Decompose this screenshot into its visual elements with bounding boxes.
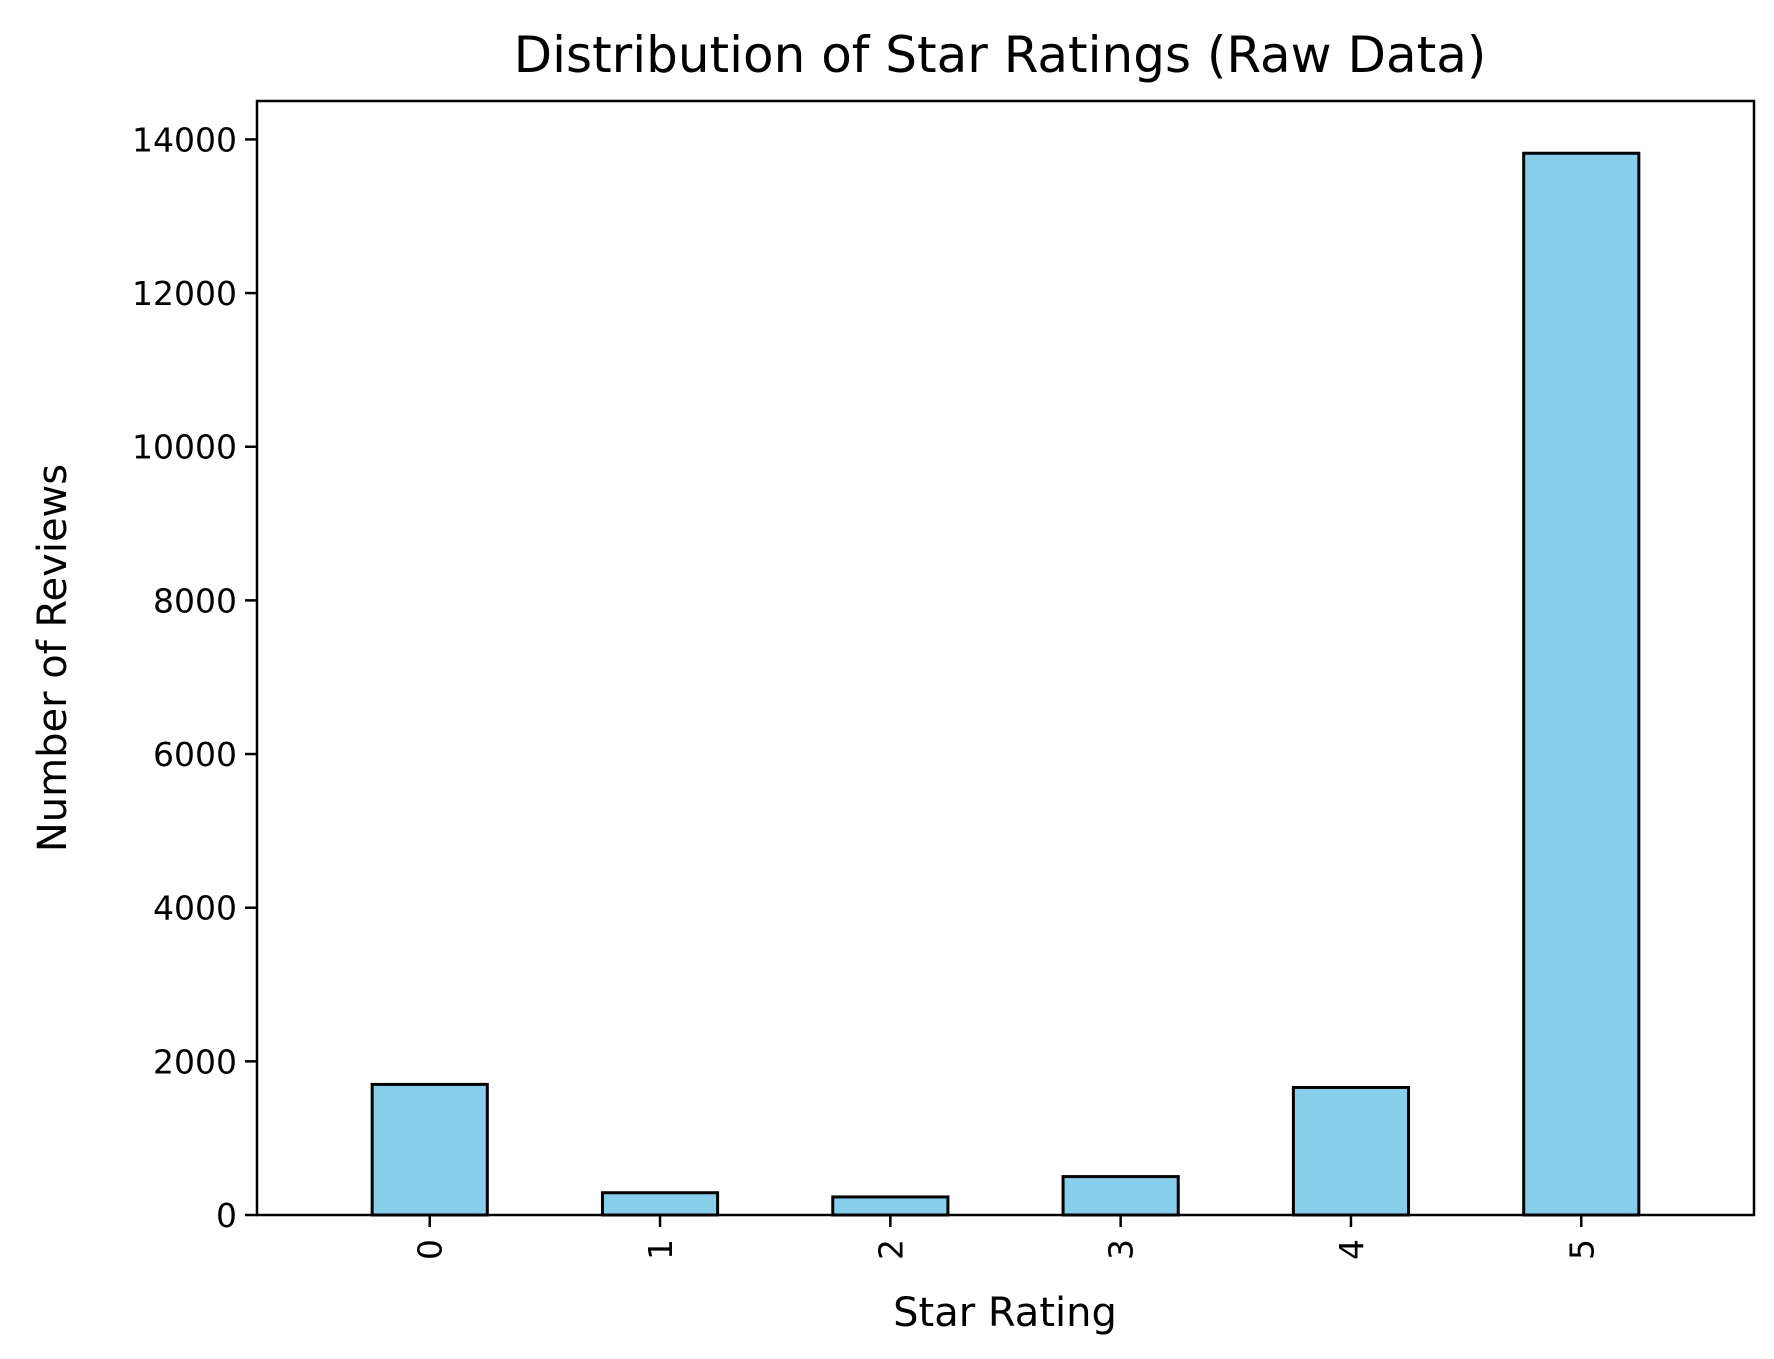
bar-rating-5 <box>1522 151 1641 1217</box>
x-tick-label: 2 <box>871 1239 910 1260</box>
bars <box>370 151 1641 1217</box>
y-tick-label: 10000 <box>132 428 237 467</box>
y-tick-label: 14000 <box>132 120 237 159</box>
bar-rating-1 <box>600 1191 720 1217</box>
x-tick-label: 1 <box>641 1239 680 1260</box>
y-tick-label: 4000 <box>153 889 237 928</box>
bar-rating-0 <box>370 1082 489 1217</box>
y-tick-label: 12000 <box>132 274 237 313</box>
x-tick-label: 0 <box>411 1239 450 1260</box>
y-tick-label: 0 <box>216 1196 237 1235</box>
plot-frame <box>255 99 1756 1217</box>
y-tick-label: 8000 <box>153 581 237 620</box>
y-axis-ticks: 0 2000 4000 6000 8000 10000 12000 14000 <box>132 120 257 1235</box>
y-tick-label: 2000 <box>153 1042 237 1081</box>
x-axis-label: Star Rating <box>893 1290 1117 1336</box>
y-tick-label: 6000 <box>153 735 237 774</box>
x-tick-label: 4 <box>1332 1239 1371 1260</box>
x-tick-label: 3 <box>1102 1239 1141 1260</box>
bar-rating-4 <box>1291 1085 1411 1217</box>
x-axis-ticks: 0 1 2 3 4 5 <box>411 1215 1601 1260</box>
x-tick-label: 5 <box>1562 1239 1601 1260</box>
chart-title: Distribution of Star Ratings (Raw Data) <box>514 26 1487 84</box>
bar-rating-2 <box>831 1195 950 1217</box>
bar-rating-3 <box>1061 1175 1180 1217</box>
y-axis-label: Number of Reviews <box>30 464 76 852</box>
